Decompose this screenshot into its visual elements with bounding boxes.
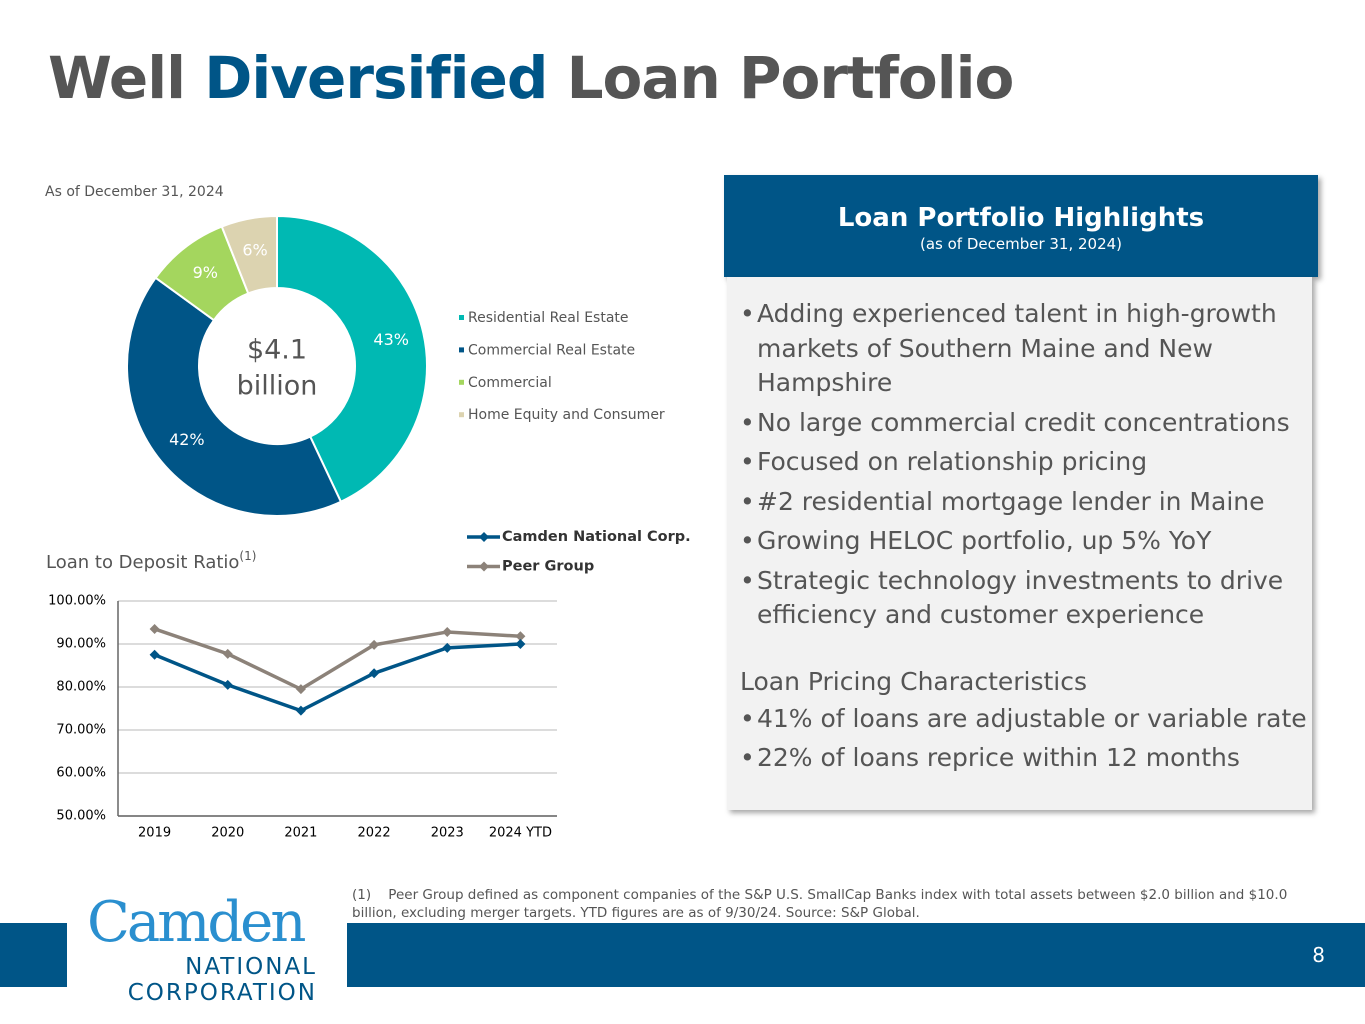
bullet-list: Adding experienced talent in high-growth… — [727, 297, 1312, 633]
logo-line: NATIONAL — [185, 954, 317, 980]
logo: Camden NATIONAL CORPORATION — [67, 880, 347, 1024]
x-tick-label: 2023 — [431, 826, 464, 841]
legend-marker — [479, 561, 489, 572]
bullet: 41% of loans are adjustable or variable … — [727, 702, 1312, 737]
donut-slice — [126, 276, 343, 517]
point-marker — [515, 639, 526, 649]
logo-name: Camden — [87, 890, 306, 955]
bullet: Focused on relationship pricing — [727, 445, 1292, 480]
data-label: 9% — [193, 263, 218, 282]
legend-swatch — [459, 347, 464, 353]
legend-label: Residential Real Estate — [468, 310, 629, 326]
title-highlight: Diversified — [204, 44, 548, 112]
highlights-subtitle: (as of December 31, 2024) — [919, 235, 1123, 253]
legend-label: Peer Group — [502, 559, 594, 575]
page-number: 8 — [1312, 943, 1325, 967]
point-marker — [295, 684, 306, 695]
center-label: billion — [237, 371, 318, 402]
legend-label: Commercial — [468, 375, 552, 391]
legend-swatch — [459, 412, 464, 418]
point-marker — [222, 679, 233, 690]
y-tick-label: 50.00% — [56, 809, 106, 824]
bullet: #2 residential mortgage lender in Maine — [727, 485, 1292, 520]
logo-line: CORPORATION — [127, 980, 317, 1006]
footnote: (1) Peer Group defined as component comp… — [352, 886, 1312, 922]
legend-label: Home Equity and Consumer — [468, 407, 665, 423]
data-label: 43% — [373, 330, 409, 349]
title-text: Well — [48, 44, 186, 112]
legend-swatch — [459, 315, 464, 320]
point-marker — [442, 642, 453, 653]
charts: As of December 31, 2024 Loan to Deposit … — [45, 184, 691, 841]
x-tick-label: 2020 — [211, 826, 244, 841]
x-tick-label: 2024 YTD — [489, 826, 552, 841]
bullet-list: 41% of loans are adjustable or variable … — [727, 702, 1312, 776]
donut-slice — [276, 214, 428, 504]
point-marker — [295, 705, 306, 716]
point-marker — [515, 631, 526, 642]
y-tick-label: 100.00% — [48, 594, 106, 609]
y-tick-label: 60.00% — [56, 766, 106, 781]
x-tick-label: 2021 — [284, 826, 317, 841]
x-tick-label: 2022 — [358, 826, 391, 841]
section-title: Loan Pricing Characteristics — [740, 666, 1088, 696]
title-text: Loan Portfolio — [566, 44, 1015, 112]
chart-subtitle: As of December 31, 2024 — [45, 184, 224, 200]
highlights-title: Loan Portfolio Highlights — [837, 203, 1205, 233]
series-line — [154, 627, 521, 692]
y-tick-label: 70.00% — [56, 723, 106, 738]
point-marker — [369, 639, 380, 650]
donut-slice — [220, 214, 278, 295]
bullet: Growing HELOC portfolio, up 5% YoY — [727, 524, 1292, 559]
point-marker — [442, 626, 453, 637]
highlights-header: Loan Portfolio Highlights (as of Decembe… — [724, 175, 1318, 277]
title-note: (1) — [239, 549, 256, 563]
bullet: 22% of loans reprice within 12 months — [727, 741, 1312, 776]
bullet: Adding experienced talent in high-growth… — [727, 297, 1292, 401]
y-tick-label: 90.00% — [56, 637, 106, 652]
point-marker — [222, 648, 233, 659]
logo-sub: NATIONAL CORPORATION — [128, 954, 317, 1006]
legend-label: Camden National Corp. — [502, 529, 691, 545]
highlights-body: Adding experienced talent in high-growth… — [727, 277, 1312, 810]
point-marker — [149, 649, 160, 660]
chart-title-text: Loan to Deposit Ratio — [46, 552, 239, 573]
bullet: Strategic technology investments to driv… — [727, 564, 1292, 633]
legend-label: Commercial Real Estate — [468, 342, 635, 358]
bullet: No large commercial credit concentration… — [727, 406, 1292, 441]
x-tick-label: 2019 — [138, 826, 171, 841]
slide-title: Well Diversified Loan Portfolio — [48, 44, 1015, 112]
data-label: 42% — [169, 430, 205, 449]
footnote-text: Peer Group defined as component companie… — [352, 887, 1288, 921]
y-tick-label: 80.00% — [56, 680, 106, 695]
chart-title: Loan to Deposit Ratio(1) — [46, 549, 256, 574]
point-marker — [149, 623, 160, 634]
point-marker — [369, 668, 380, 679]
legend-swatch — [459, 379, 464, 385]
series-line — [153, 642, 521, 713]
footnote-marker: (1) — [352, 887, 372, 903]
data-label: 6% — [242, 241, 267, 260]
center-label: $4.1 — [247, 335, 307, 366]
legend-marker — [479, 532, 489, 542]
